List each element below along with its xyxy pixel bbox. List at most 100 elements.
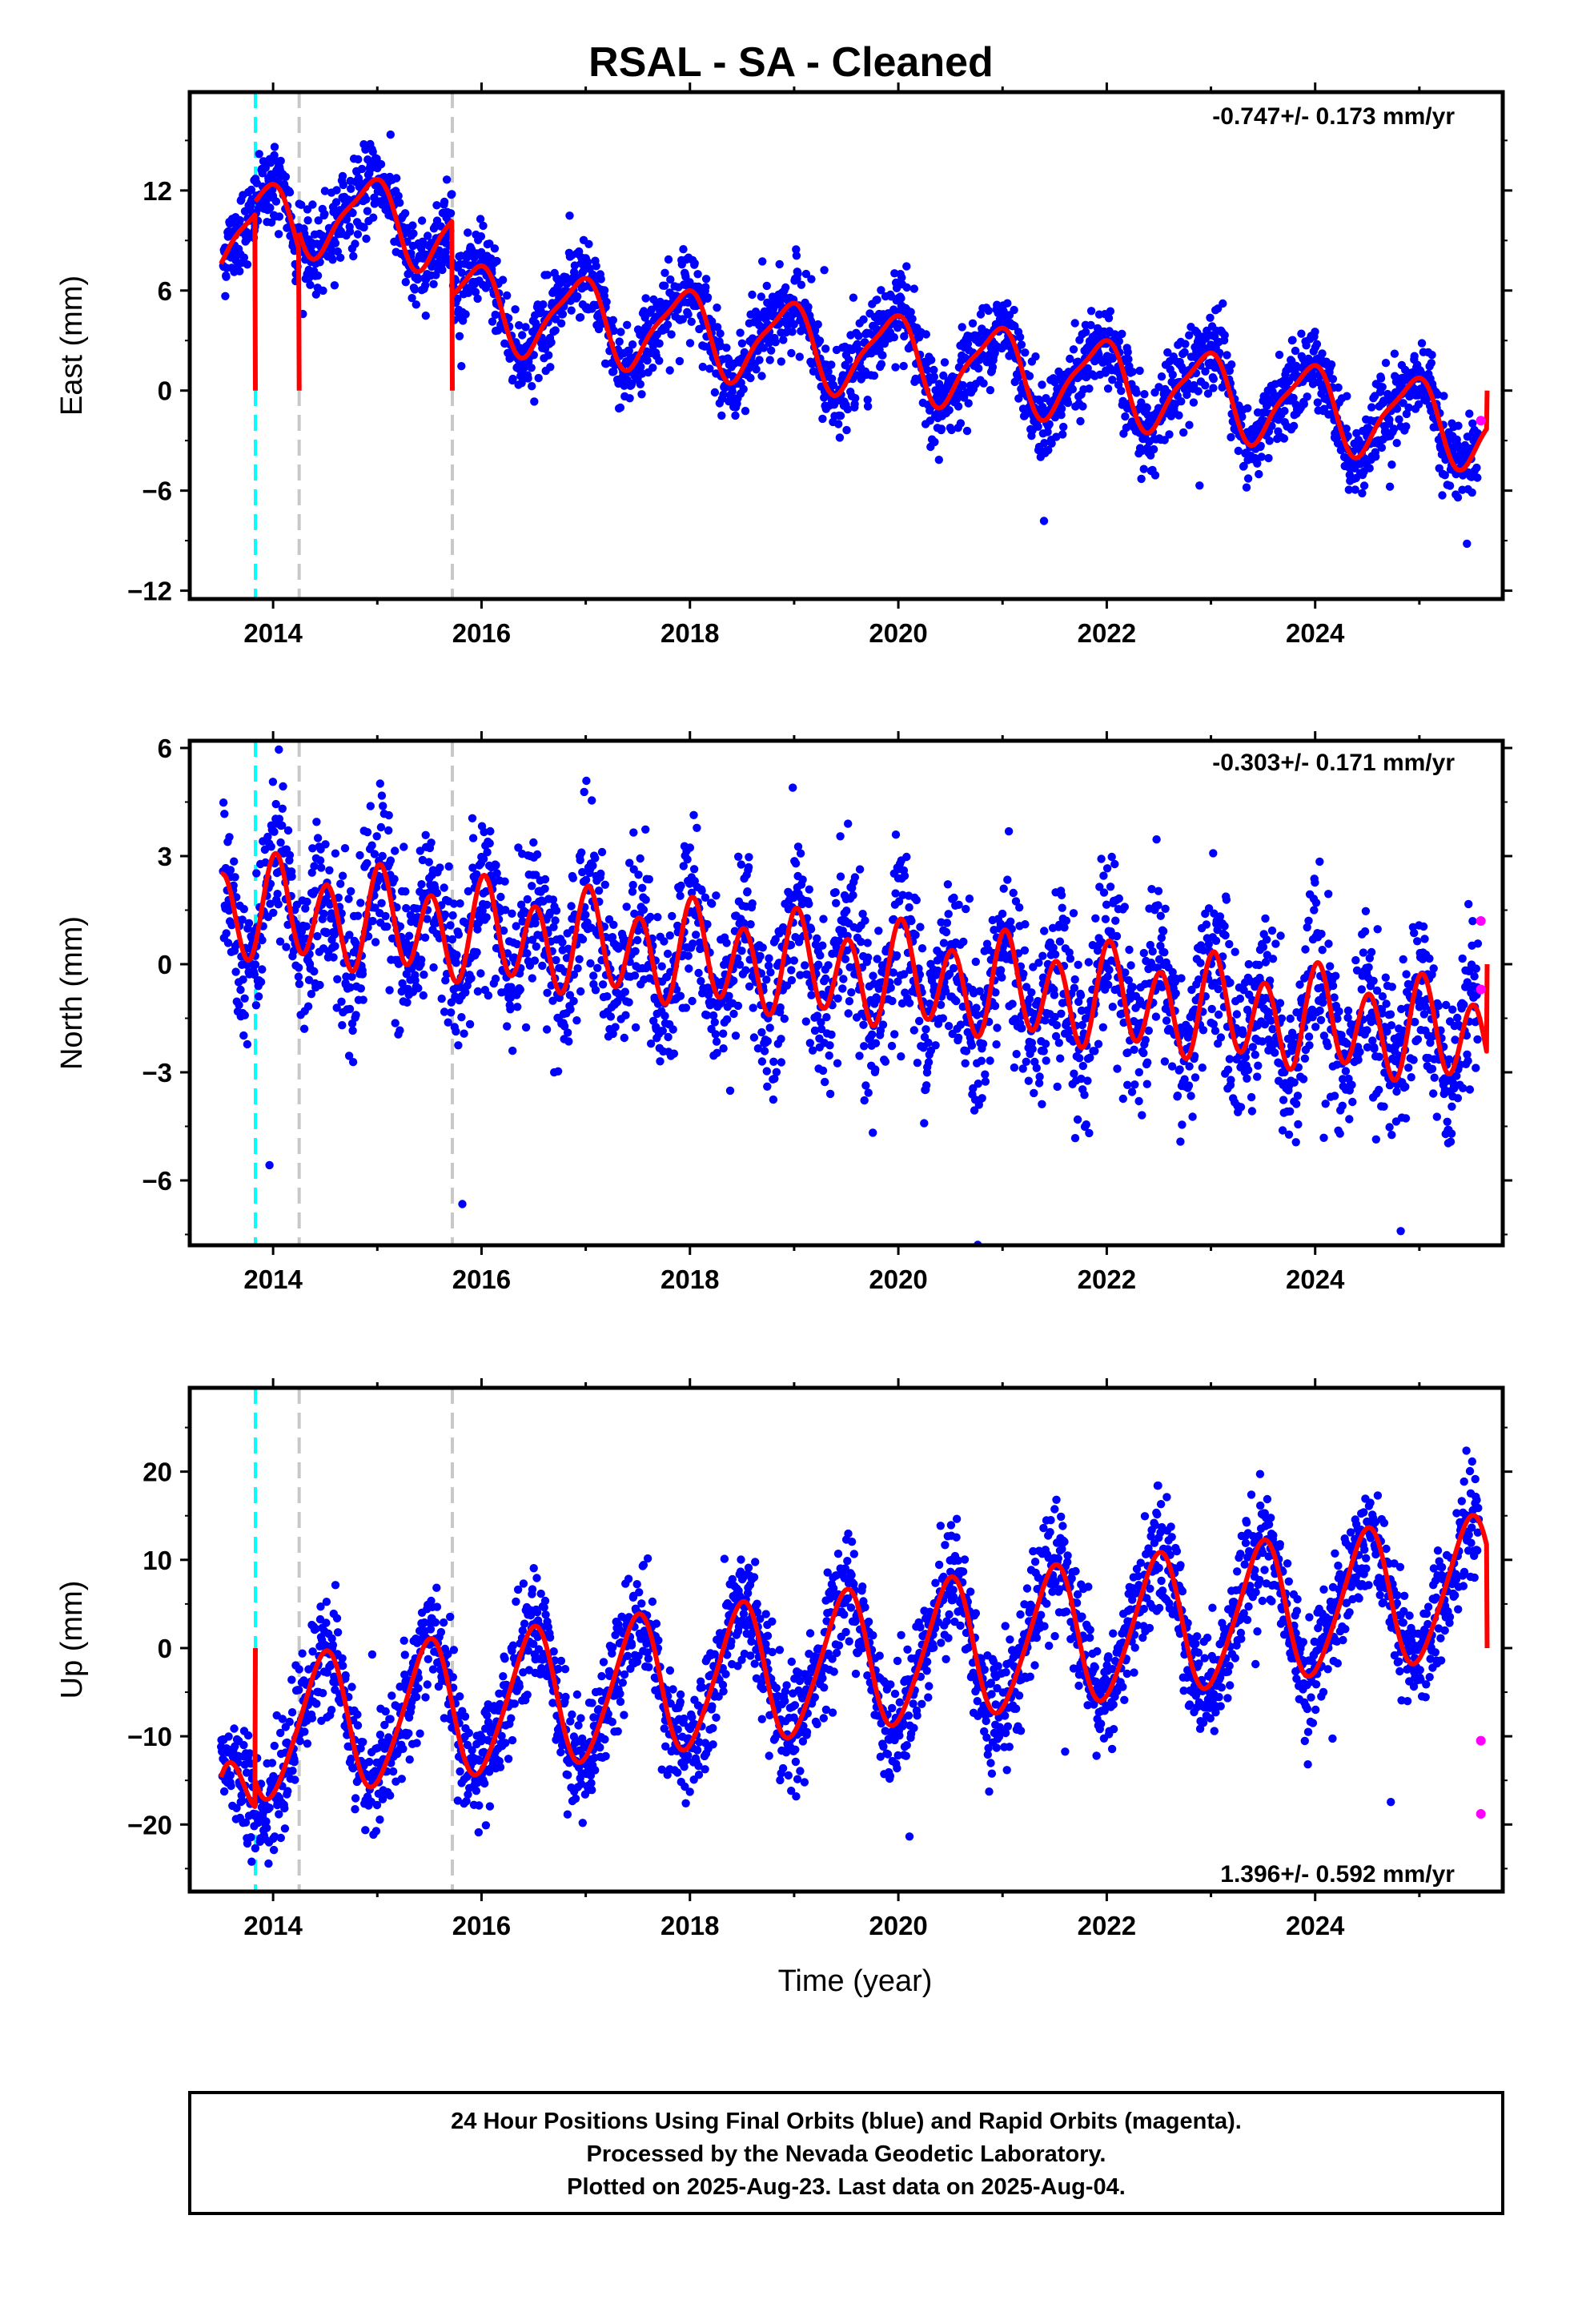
data-point — [1106, 307, 1115, 316]
data-point — [1203, 389, 1213, 398]
data-point — [566, 1005, 575, 1014]
data-point — [297, 200, 306, 209]
data-point — [1139, 464, 1148, 473]
data-point — [937, 424, 946, 433]
data-point — [971, 957, 981, 967]
data-point — [588, 861, 597, 870]
data-point — [1104, 980, 1113, 990]
data-point — [616, 328, 625, 336]
data-point — [864, 1088, 873, 1097]
data-point — [484, 991, 493, 1000]
data-point — [996, 966, 1006, 975]
data-point — [1352, 428, 1361, 438]
data-point — [1043, 428, 1052, 436]
data-point — [314, 216, 323, 225]
data-point — [943, 880, 953, 889]
data-point — [540, 875, 550, 884]
data-point — [1038, 951, 1047, 960]
data-point — [891, 889, 900, 898]
data-point — [942, 919, 952, 927]
data-point — [1225, 366, 1235, 376]
data-point — [636, 380, 644, 388]
data-point — [353, 911, 363, 920]
data-point — [1114, 894, 1124, 903]
data-point — [676, 891, 685, 900]
data-point — [824, 367, 833, 376]
data-point — [255, 150, 263, 159]
data-point — [437, 994, 446, 1003]
data-point — [448, 911, 457, 920]
data-point — [417, 880, 426, 889]
data-point — [916, 923, 925, 931]
data-point — [741, 966, 750, 975]
data-point — [1381, 359, 1391, 368]
data-point — [899, 361, 908, 371]
data-point — [621, 1011, 630, 1019]
data-point — [1123, 1080, 1132, 1090]
data-point — [1468, 488, 1476, 497]
data-point — [1359, 481, 1369, 490]
data-point — [270, 143, 279, 151]
data-point — [396, 1026, 404, 1035]
data-point — [737, 947, 746, 955]
data-point — [1102, 864, 1112, 873]
data-point — [974, 1080, 983, 1088]
data-point — [609, 920, 618, 930]
data-point — [959, 937, 968, 947]
data-point — [1376, 374, 1386, 383]
data-point — [693, 823, 701, 833]
data-point — [273, 890, 282, 899]
data-point — [669, 1049, 679, 1058]
x-tick-label: 2024 — [1286, 618, 1345, 648]
data-point — [666, 275, 675, 284]
data-point — [961, 1059, 970, 1068]
data-point — [421, 312, 430, 320]
data-point — [408, 221, 417, 230]
data-point — [1438, 491, 1447, 500]
data-point — [902, 283, 911, 292]
data-point — [675, 356, 685, 366]
data-point — [1220, 331, 1229, 340]
data-point — [636, 362, 645, 372]
data-point — [349, 251, 358, 261]
data-point — [573, 964, 582, 973]
data-point — [476, 215, 485, 223]
data-point — [1024, 1076, 1034, 1085]
data-point — [787, 975, 797, 985]
data-point — [713, 304, 721, 312]
data-point — [863, 396, 872, 404]
data-point — [313, 271, 323, 280]
data-point — [740, 348, 749, 357]
data-point — [1106, 883, 1115, 891]
data-point — [624, 998, 633, 1007]
data-point — [1417, 339, 1427, 348]
data-point — [359, 223, 368, 232]
data-point — [455, 332, 464, 340]
data-point — [429, 279, 438, 288]
data-point — [913, 1059, 922, 1068]
data-point — [1112, 931, 1122, 941]
data-point — [701, 283, 710, 292]
data-point — [379, 802, 387, 810]
data-point — [1243, 474, 1253, 483]
data-point — [348, 1026, 357, 1035]
data-point — [331, 849, 340, 858]
data-point — [1044, 445, 1053, 455]
data-point — [908, 315, 917, 324]
data-point — [530, 956, 540, 965]
data-point — [733, 1001, 743, 1011]
data-point — [1199, 1026, 1208, 1035]
data-point — [542, 1025, 552, 1034]
data-point — [325, 866, 334, 875]
data-point — [369, 213, 378, 222]
data-point — [464, 228, 472, 237]
data-point — [681, 1003, 691, 1012]
data-point — [894, 320, 903, 328]
data-point — [689, 810, 698, 819]
data-point — [534, 373, 543, 383]
data-point — [576, 987, 585, 996]
data-point — [900, 332, 909, 341]
data-point — [1195, 481, 1204, 490]
data-point — [231, 255, 240, 265]
